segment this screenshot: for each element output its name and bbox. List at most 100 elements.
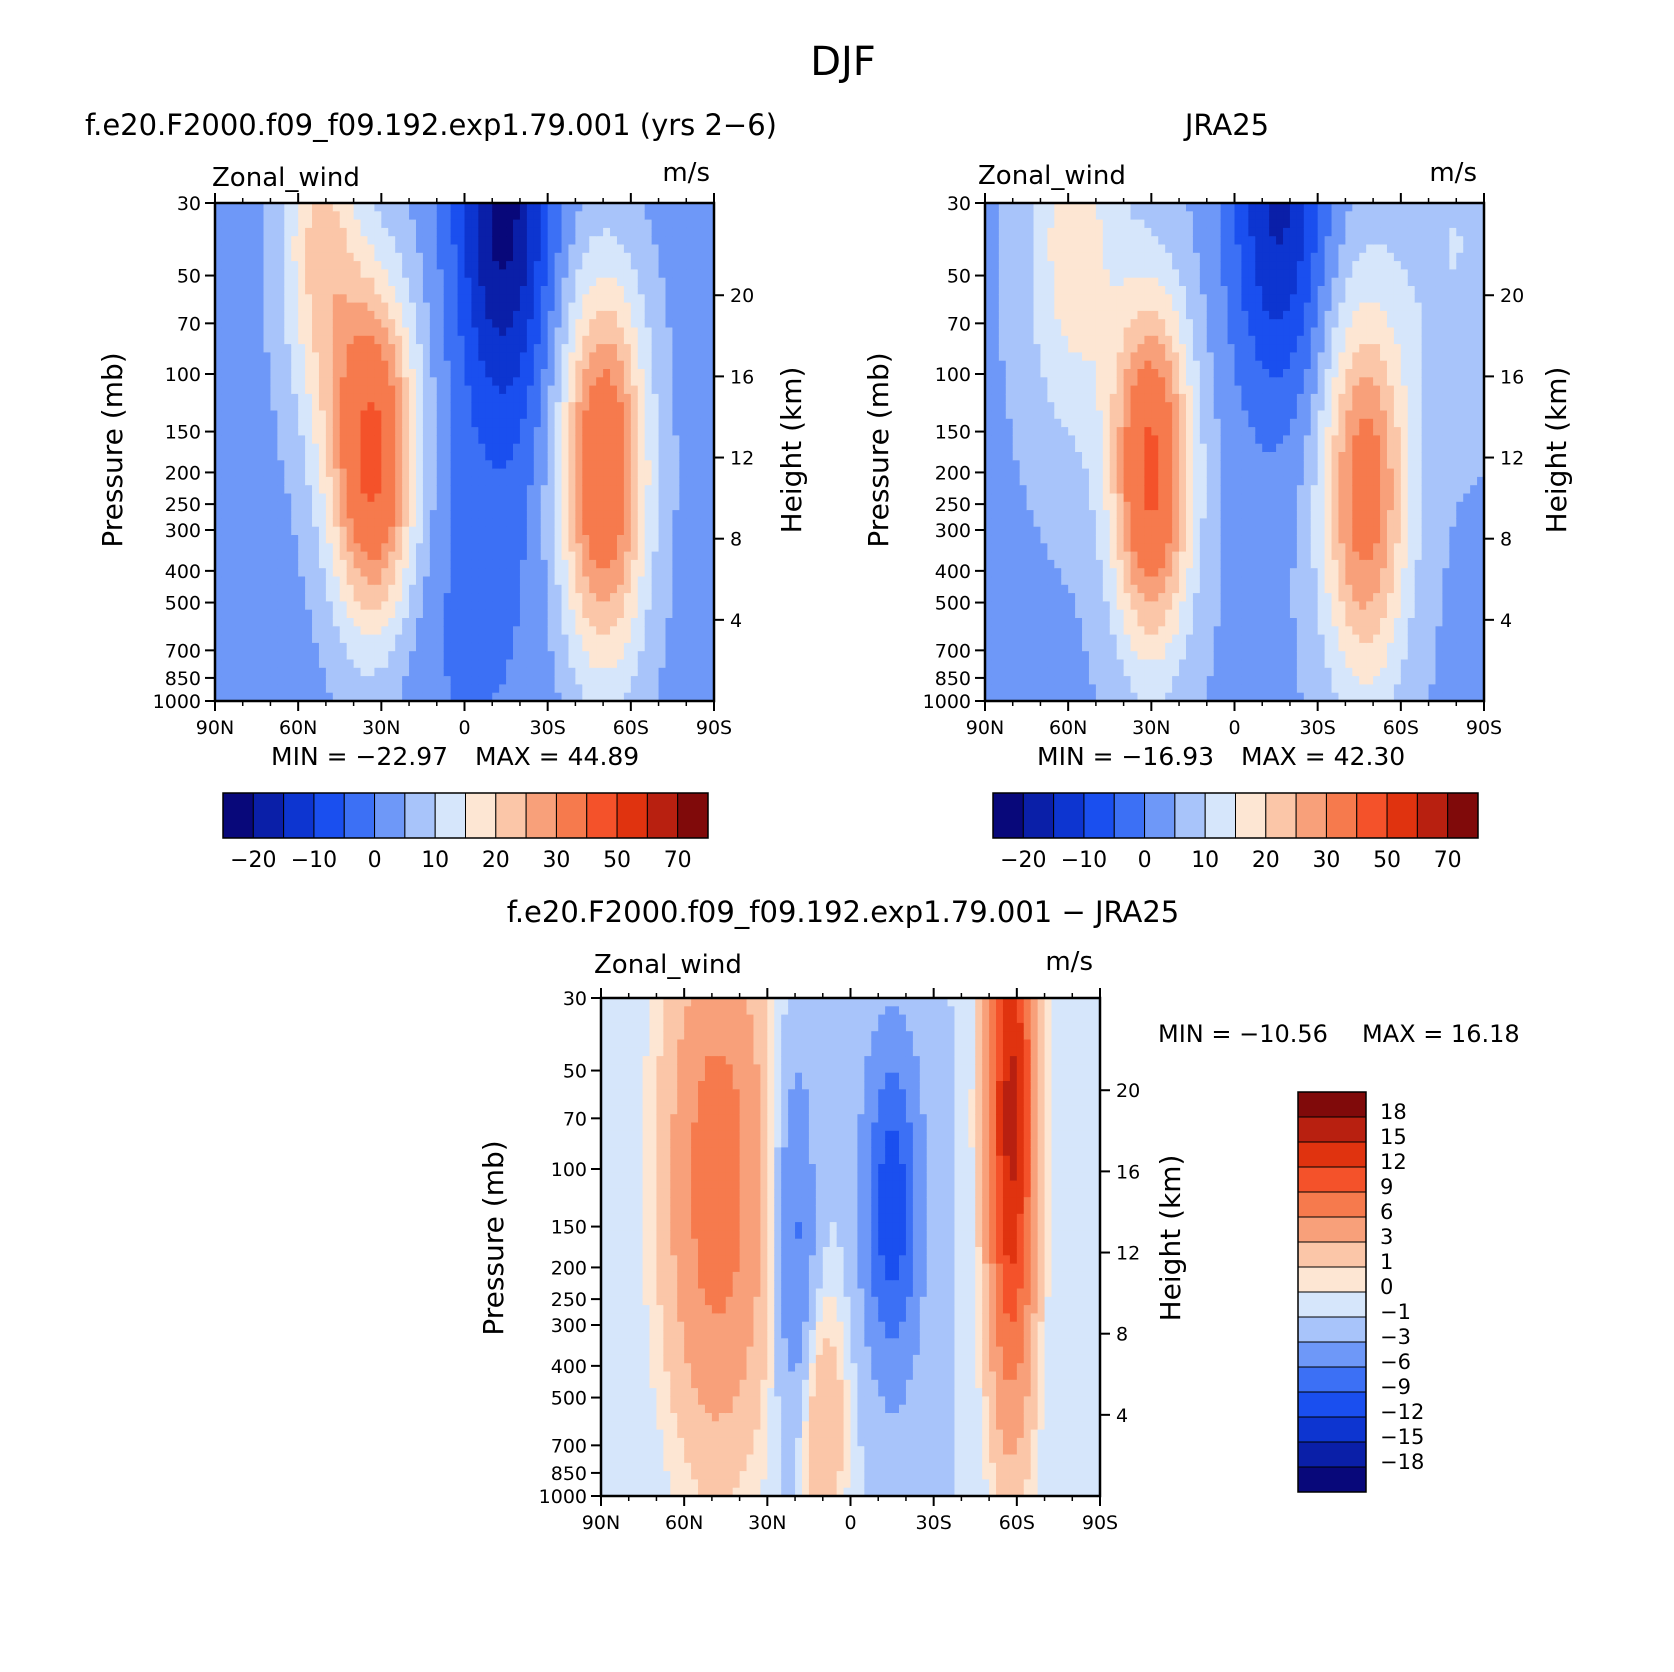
contour-cell	[395, 601, 403, 611]
contour-cell	[1012, 692, 1021, 702]
contour-cell	[582, 618, 590, 627]
contour-cell	[381, 526, 389, 536]
contour-cell	[616, 609, 625, 619]
contour-cell	[415, 360, 424, 370]
contour-cell	[1026, 385, 1035, 395]
contour-cell	[277, 277, 285, 287]
contour-cell	[998, 261, 1007, 270]
contour-cell	[623, 642, 632, 652]
contour-cell	[672, 385, 680, 395]
contour-cell	[221, 252, 230, 262]
contour-cell	[526, 493, 535, 503]
contour-cell	[228, 377, 237, 387]
contour-cell	[707, 435, 715, 445]
contour-cell	[589, 393, 597, 403]
contour-cell	[367, 518, 375, 528]
contour-cell	[318, 651, 327, 661]
contour-cell	[991, 435, 1000, 445]
contour-cell	[312, 684, 320, 694]
contour-cell	[221, 360, 230, 370]
contour-cell	[506, 667, 514, 677]
contour-cell	[485, 261, 493, 270]
contour-cell	[630, 626, 639, 636]
contour-cell	[707, 452, 715, 461]
contour-cell	[284, 576, 292, 586]
contour-cell	[277, 302, 285, 312]
contour-cell	[367, 203, 375, 212]
contour-cell	[651, 526, 660, 536]
contour-cell	[665, 203, 674, 212]
contour-cell	[395, 227, 403, 237]
contour-cell	[215, 294, 223, 304]
contour-cell	[693, 418, 701, 428]
contour-cell	[443, 684, 452, 694]
contour-cell	[672, 236, 680, 246]
contour-cell	[450, 518, 459, 528]
contour-cell	[665, 626, 674, 636]
panel-title: f.e20.F2000.f09_f09.192.exp1.79.001 (yrs…	[85, 108, 777, 142]
contour-cell	[1040, 692, 1048, 702]
contour-cell	[402, 410, 410, 420]
contour-cell	[478, 227, 486, 237]
contour-cell	[985, 468, 993, 478]
contour-cell	[422, 659, 431, 669]
contour-cell	[499, 593, 507, 602]
contour-cell	[402, 593, 410, 602]
contour-cell	[540, 651, 549, 661]
contour-cell	[471, 501, 479, 511]
contour-cell	[298, 634, 306, 644]
contour-cell	[332, 626, 341, 636]
contour-cell	[1019, 460, 1028, 470]
contour-cell	[700, 327, 708, 337]
contour-cell	[603, 377, 611, 387]
contour-cell	[623, 203, 632, 212]
contour-cell	[256, 302, 265, 312]
contour-cell	[360, 302, 369, 312]
contour-cell	[436, 535, 445, 544]
contour-cell	[513, 510, 521, 519]
contour-cell	[610, 244, 618, 254]
contour-cell	[589, 609, 597, 619]
contour-cell	[1005, 352, 1014, 362]
contour-cell	[679, 692, 687, 702]
contour-cell	[367, 211, 375, 221]
contour-cell	[610, 377, 618, 387]
contour-cell	[443, 244, 452, 254]
contour-cell	[499, 460, 507, 470]
contour-cell	[464, 236, 473, 246]
contour-cell	[464, 427, 473, 436]
contour-cell	[1033, 277, 1042, 287]
contour-cell	[284, 559, 292, 569]
contour-cell	[457, 269, 466, 279]
contour-cell	[360, 443, 369, 453]
contour-cell	[429, 551, 438, 561]
contour-cell	[700, 526, 708, 536]
contour-cell	[422, 319, 431, 329]
contour-cell	[436, 244, 445, 254]
contour-cell	[388, 452, 396, 461]
contour-cell	[623, 211, 632, 221]
colorbar-label: 70	[664, 848, 692, 873]
contour-cell	[332, 410, 341, 420]
contour-cell	[616, 651, 625, 661]
contour-cell	[457, 568, 466, 578]
contour-cell	[374, 219, 382, 229]
contour-cell	[457, 651, 466, 661]
contour-cell	[561, 510, 570, 519]
contour-cell	[422, 618, 431, 627]
contour-cell	[374, 335, 382, 345]
contour-cell	[513, 269, 521, 279]
contour-cell	[1026, 510, 1035, 519]
contour-cell	[263, 501, 272, 511]
contour-cell	[256, 360, 265, 370]
contour-cell	[991, 427, 1000, 436]
contour-cell	[221, 634, 230, 644]
contour-cell	[644, 642, 653, 652]
contour-cell	[519, 676, 528, 685]
contour-cell	[346, 626, 355, 636]
contour-cell	[1012, 684, 1021, 694]
contour-cell	[221, 468, 230, 478]
contour-cell	[540, 211, 549, 221]
contour-cell	[686, 584, 694, 594]
contour-cell	[388, 618, 396, 627]
